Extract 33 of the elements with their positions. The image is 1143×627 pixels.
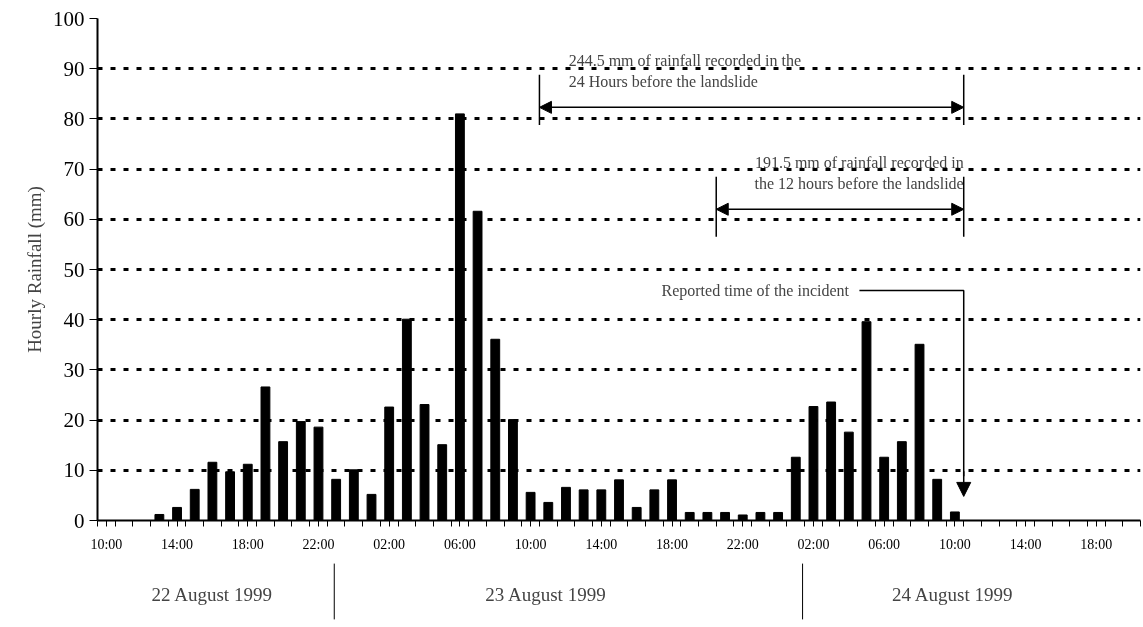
x-tick-label: 06:00	[443, 536, 476, 552]
text: 22 August 1999	[151, 584, 272, 606]
x-tick-label: 22:00	[726, 536, 759, 552]
x-tick-label: 10:00	[938, 536, 971, 552]
x-tick-label: 02:00	[373, 536, 406, 552]
y-tick-label: 10	[63, 458, 85, 483]
x-tick-label: 10:00	[514, 536, 547, 552]
x-tick-label: 14:00	[161, 536, 193, 552]
y-tick-label: 90	[63, 56, 85, 81]
x-tick-label: 06:00	[868, 536, 901, 552]
ref-line-label: Reported time of the incident	[661, 282, 850, 301]
y-tick-label: 40	[63, 307, 85, 332]
x-tick-label: 02:00	[797, 536, 830, 552]
y-tick-label: 60	[63, 207, 85, 232]
text: 23 August 1999	[485, 584, 606, 606]
x-tick-label: 10:00	[90, 536, 123, 552]
x-tick-label: 22:00	[302, 536, 335, 552]
text: 24 August 1999	[892, 584, 1013, 606]
x-tick-label: 18:00	[1080, 536, 1113, 552]
x-tick-label: 14:00	[585, 536, 618, 552]
x-tick-label: 18:00	[231, 536, 264, 552]
y-tick-label: 20	[63, 408, 85, 433]
ref-line-label: 191.5 mm of rainfall recorded in the 12 hours before the landslide	[754, 154, 964, 192]
y-tick-label: 50	[63, 257, 85, 282]
y-tick-label: 80	[63, 106, 85, 131]
x-tick-label: 18:00	[656, 536, 688, 552]
ref-line-label: 244.5 mm of rainfall recorded in the 24 Hours before the landslide	[568, 52, 802, 90]
x-tick-label: 14:00	[1009, 536, 1042, 552]
y-tick-label: 0	[74, 508, 85, 533]
y-tick-label: 70	[63, 157, 85, 182]
y-tick-label: 30	[63, 357, 85, 382]
y-tick-label: 100	[53, 6, 85, 31]
y-axis-title: Hourly Rainfall (mm)	[24, 186, 46, 353]
